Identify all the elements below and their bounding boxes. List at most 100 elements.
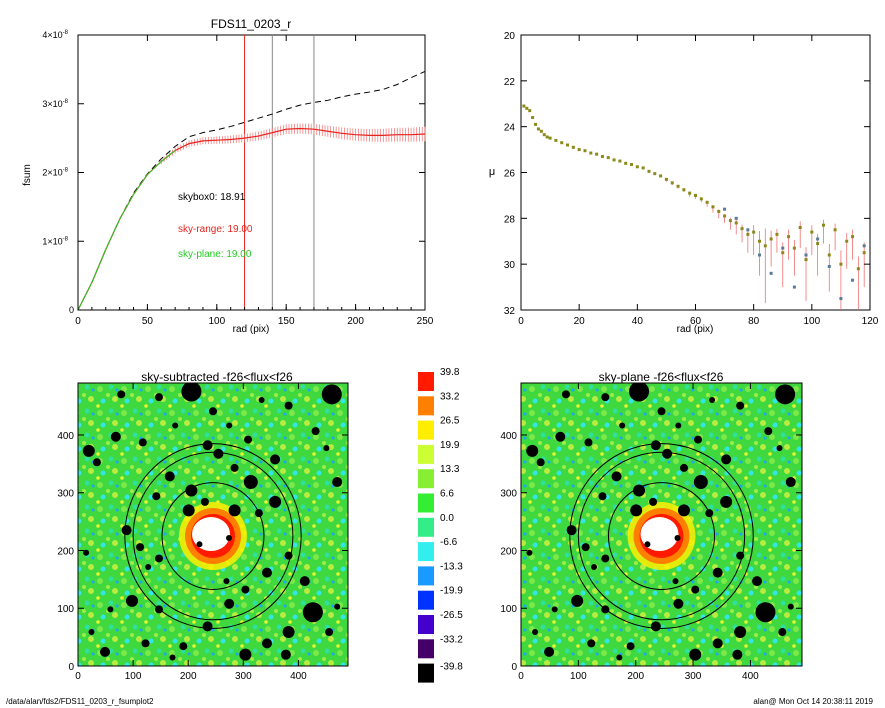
mu-xlabel: rad (pix) bbox=[677, 324, 714, 335]
masked-source bbox=[138, 438, 147, 447]
mu-point bbox=[769, 237, 773, 241]
masked-source bbox=[601, 393, 610, 402]
masked-source bbox=[172, 422, 179, 429]
colorbar: 39.8 33.2 26.5 19.9 13.3 6.6 0.0 -6.6 -13.3 -19.9… bbox=[418, 367, 463, 683]
mu-point bbox=[787, 235, 791, 239]
masked-source bbox=[672, 578, 679, 585]
masked-source bbox=[734, 626, 747, 639]
mu-point bbox=[566, 143, 570, 147]
mu-alt-point bbox=[816, 237, 820, 241]
mu-point bbox=[781, 251, 785, 255]
mu-alt-point bbox=[757, 253, 761, 257]
masked-source bbox=[244, 435, 253, 444]
masked-source bbox=[121, 525, 132, 536]
mu-point bbox=[606, 156, 610, 160]
mu-point bbox=[647, 169, 651, 173]
mu-point bbox=[534, 122, 538, 126]
masked-source bbox=[107, 606, 114, 613]
masked-source bbox=[200, 497, 209, 506]
x-tick-label: 20 bbox=[574, 316, 586, 327]
mu-point bbox=[531, 116, 535, 119]
mu-alt-point bbox=[804, 253, 808, 257]
masked-source bbox=[280, 649, 291, 660]
fsum-plot-title: FDS11_0203_r bbox=[211, 17, 292, 31]
image2-title: sky-plane -f26<flux<f26 bbox=[599, 370, 724, 384]
footer-timestamp: alan@ Mon Oct 14 20:38:11 2019 bbox=[753, 697, 873, 706]
mu-point bbox=[670, 181, 674, 185]
masked-source bbox=[611, 471, 622, 482]
mu-point bbox=[664, 177, 668, 181]
aperture-annulus bbox=[569, 443, 754, 629]
y-tick-label: 20 bbox=[504, 31, 516, 42]
image1-frame bbox=[77, 382, 349, 667]
masked-source bbox=[311, 427, 320, 436]
masked-source bbox=[662, 448, 673, 459]
x-tick-label: 200 bbox=[627, 671, 644, 682]
y-tick-label: 28 bbox=[504, 214, 516, 225]
image1-title: sky-subtracted -f26<flux<f26 bbox=[141, 370, 293, 384]
x-tick-label: 50 bbox=[142, 316, 154, 327]
masked-source bbox=[224, 598, 235, 609]
y-tick-label: 0 bbox=[511, 662, 517, 673]
masked-source bbox=[321, 384, 342, 405]
fsum-plot: FDS11_0203_r 0 50 100 150 200 250 0 1×10-8 2×10-… bbox=[22, 17, 434, 335]
mu-point bbox=[705, 200, 709, 204]
masked-source bbox=[709, 396, 716, 403]
y-tick-label: 32 bbox=[504, 306, 516, 317]
saturated-core bbox=[640, 517, 679, 552]
y-tick-label: 22 bbox=[504, 77, 516, 88]
colorbar-swatch bbox=[418, 469, 434, 489]
mu-alt-point bbox=[746, 228, 750, 232]
x-tick-label: 100 bbox=[125, 671, 142, 682]
masked-source bbox=[630, 504, 643, 517]
masked-source bbox=[644, 541, 651, 548]
masked-source bbox=[561, 390, 570, 399]
mu-point bbox=[734, 221, 738, 225]
masked-source bbox=[532, 629, 539, 636]
masked-source bbox=[258, 396, 265, 403]
masked-source bbox=[775, 384, 796, 405]
mu-point bbox=[548, 136, 552, 140]
mu-point bbox=[600, 154, 604, 158]
colorbar-label: 39.8 bbox=[440, 367, 460, 378]
colorbar-label: -26.5 bbox=[440, 610, 463, 621]
colorbar-swatch bbox=[418, 372, 434, 391]
mu-point bbox=[630, 162, 634, 166]
masked-source bbox=[551, 606, 558, 613]
mu-alt-point bbox=[862, 244, 866, 248]
y-tick-label: 400 bbox=[57, 431, 74, 442]
footer-filepath: /data/alan/fds2/FDS11_0203_r_fsumplot2 bbox=[6, 697, 154, 706]
masked-source bbox=[591, 563, 598, 570]
x-tick-label: 300 bbox=[685, 671, 702, 682]
masked-source bbox=[677, 504, 690, 517]
masked-source bbox=[92, 458, 101, 467]
masked-source bbox=[325, 628, 334, 637]
mu-point bbox=[595, 152, 599, 156]
mu-point bbox=[699, 197, 703, 201]
masked-source bbox=[299, 576, 310, 587]
masked-source bbox=[619, 422, 626, 429]
masked-source bbox=[83, 549, 90, 556]
masked-source bbox=[136, 543, 145, 552]
masked-source bbox=[755, 602, 776, 623]
y-tick-label: 24 bbox=[504, 123, 516, 134]
mu-point bbox=[827, 253, 831, 257]
mu-point bbox=[821, 223, 825, 227]
masked-source bbox=[689, 648, 702, 661]
x-tick-label: 120 bbox=[862, 316, 879, 327]
masked-source bbox=[675, 422, 682, 429]
y-tick-label: 200 bbox=[500, 546, 517, 557]
masked-source bbox=[526, 444, 539, 457]
y-tick-label: 1×10-8 bbox=[42, 236, 68, 246]
mu-point bbox=[862, 251, 866, 255]
masked-source bbox=[616, 654, 623, 661]
masked-source bbox=[778, 628, 787, 637]
fsum-plot-frame bbox=[77, 34, 426, 311]
masked-source bbox=[787, 603, 794, 610]
masked-source bbox=[284, 401, 293, 410]
mu-point bbox=[641, 166, 645, 170]
masked-source bbox=[213, 448, 224, 459]
aperture-annulus bbox=[132, 451, 294, 621]
colorbar-swatch bbox=[418, 444, 434, 464]
masked-source bbox=[141, 639, 150, 648]
